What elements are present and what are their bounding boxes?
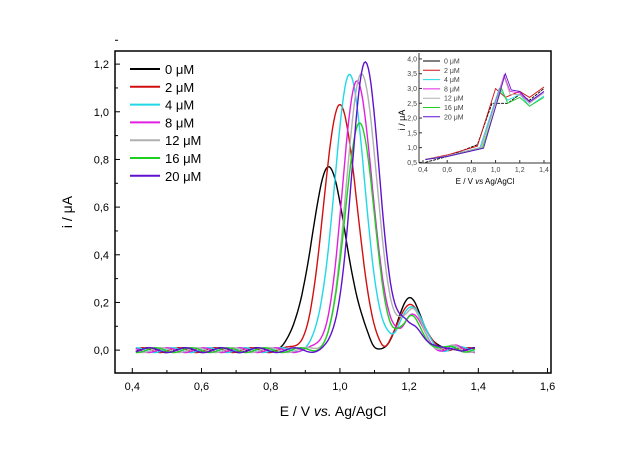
inset-legend-label: 8 μM	[444, 86, 460, 93]
inset-legend-label: 2 μM	[444, 68, 460, 75]
legend-label: 16 μM	[165, 151, 201, 166]
x-tick-label: 1,0	[332, 381, 347, 393]
y-tick-label: 0,6	[94, 202, 109, 214]
y-tick-label: 1,0	[94, 107, 109, 119]
x-axis-label-part: E / V	[280, 403, 314, 419]
inset-y-tick-label: 1,0	[407, 145, 417, 152]
inset-x-axis-label: E / V vs Ag/AgCl	[456, 177, 515, 186]
inset-legend-label: 20 μM	[444, 114, 464, 121]
x-tick-label: 0,8	[263, 381, 278, 393]
legend-label: 4 μM	[165, 98, 194, 113]
series-line-16uM	[135, 122, 476, 354]
inset-y-tick-label: 3,0	[407, 86, 417, 93]
plot-frame	[114, 50, 552, 374]
x-tick-label: 0,6	[194, 381, 209, 393]
legend-label: 20 μM	[165, 169, 201, 184]
series-line-20uM	[135, 60, 475, 354]
inset-legend-label: 12 μM	[444, 96, 464, 103]
main-plot: 0,4 0,6 0,8 1,0 1,2 1,4 1,6 0,0 0,2 0,4 0,6 0,8 1,0 1…	[94, 39, 555, 393]
x-axis-label-part: vs.	[314, 403, 332, 419]
y-tick-label: 0,2	[94, 297, 109, 309]
x-tick-label: 1,6	[540, 381, 555, 393]
inset-y-tick-label: 4,0	[407, 56, 417, 63]
legend-label: 0 μM	[165, 62, 194, 77]
inset-series-line	[425, 75, 545, 160]
inset-legend-label: 4 μM	[444, 77, 460, 84]
x-axis-label: E / V vs. Ag/AgCl	[280, 403, 387, 419]
inset-y-axis-label: i / μA	[397, 110, 407, 131]
inset-x-tick-label: 0,4	[418, 167, 428, 174]
inset-series-line	[425, 88, 545, 163]
inset-x-axis-label-part: E / V	[456, 177, 476, 186]
inset-x-tick-label: 1,4	[539, 167, 549, 174]
inset-plot: 0,4 0,6 0,8 1,0 1,2 1,4 0,5 1,0 1,5 2,0 2,5 3,0 3,5 4…	[397, 53, 551, 186]
x-tick-label: 0,4	[125, 381, 140, 393]
inset-y-tick-label: 3,5	[407, 71, 417, 78]
inset-legend-label: 0 μM	[444, 59, 460, 66]
inset-x-axis-label-part: Ag/AgCl	[483, 177, 514, 186]
inset-y-tick-label: 1,5	[407, 130, 417, 137]
y-tick-label: 1,2	[94, 59, 109, 71]
y-tick-label: 0,4	[94, 250, 109, 262]
y-tick-label: 0,8	[94, 154, 109, 166]
x-axis-label-part: Ag/AgCl	[332, 403, 386, 419]
legend-label: 2 μM	[165, 80, 194, 95]
x-tick-label: 1,4	[471, 381, 486, 393]
inset-x-tick-label: 1,0	[491, 167, 501, 174]
inset-x-tick-label: 1,2	[515, 167, 525, 174]
inset-y-tick-label: 2,5	[407, 101, 417, 108]
y-tick-label: 0,0	[94, 345, 109, 357]
inset-legend-label: 16 μM	[444, 105, 464, 112]
inset-y-tick-label: 2,0	[407, 116, 417, 123]
inset-x-tick-label: 0,6	[442, 167, 452, 174]
inset-y-tick-label: 0,5	[407, 160, 417, 167]
y-axis-label: i / μA	[59, 195, 75, 228]
x-tick-label: 1,2	[401, 381, 416, 393]
legend-label: 12 μM	[165, 133, 201, 148]
inset-series-line	[425, 72, 545, 160]
inset-x-axis-label-part: vs	[475, 177, 483, 186]
inset-x-tick-label: 0,8	[467, 167, 477, 174]
legend-label: 8 μM	[165, 115, 194, 130]
